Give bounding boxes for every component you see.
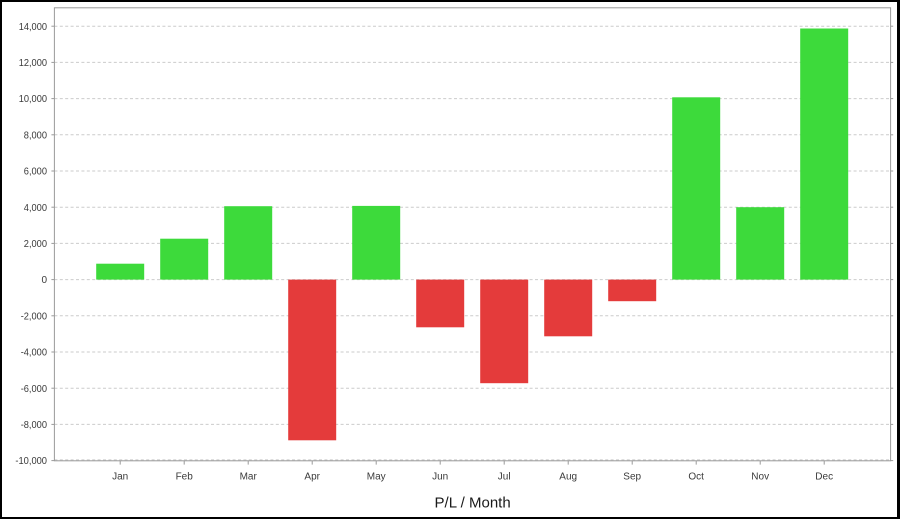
svg-text:-2,000: -2,000 xyxy=(21,311,48,322)
svg-text:-4,000: -4,000 xyxy=(21,348,48,359)
svg-text:2,000: 2,000 xyxy=(24,239,48,250)
svg-text:Apr: Apr xyxy=(304,472,320,483)
svg-text:4,000: 4,000 xyxy=(24,203,48,214)
svg-text:Aug: Aug xyxy=(559,472,577,483)
svg-text:Dec: Dec xyxy=(815,472,833,483)
svg-text:-8,000: -8,000 xyxy=(21,420,48,431)
svg-text:12,000: 12,000 xyxy=(19,58,48,69)
svg-text:8,000: 8,000 xyxy=(24,130,48,141)
svg-text:P/L / Month: P/L / Month xyxy=(435,495,511,512)
svg-text:Feb: Feb xyxy=(176,472,194,483)
svg-text:Nov: Nov xyxy=(751,472,769,483)
svg-text:Jan: Jan xyxy=(112,472,128,483)
svg-text:-6,000: -6,000 xyxy=(21,384,48,395)
svg-text:Sep: Sep xyxy=(623,472,641,483)
svg-text:Oct: Oct xyxy=(688,472,704,483)
svg-text:6,000: 6,000 xyxy=(24,167,48,178)
svg-text:-10,000: -10,000 xyxy=(15,456,47,467)
svg-text:10,000: 10,000 xyxy=(19,94,48,105)
svg-text:14,000: 14,000 xyxy=(19,22,48,33)
svg-text:Mar: Mar xyxy=(240,472,258,483)
svg-text:May: May xyxy=(367,472,386,483)
svg-text:Jun: Jun xyxy=(432,472,448,483)
svg-text:0: 0 xyxy=(41,275,47,286)
svg-text:Jul: Jul xyxy=(498,472,511,483)
